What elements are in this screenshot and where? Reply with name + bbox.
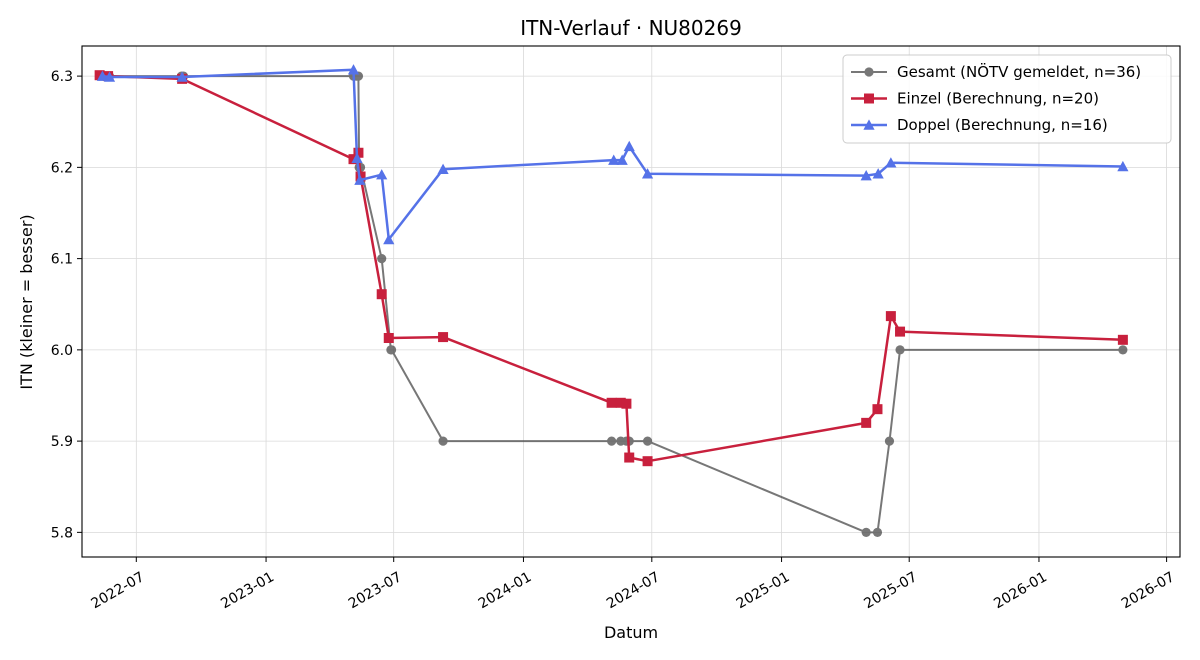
data-point: [895, 345, 905, 355]
data-point: [348, 154, 359, 165]
y-axis-title: ITN (kleiner = besser): [17, 214, 36, 389]
x-tick-label: 2023-07: [346, 569, 405, 612]
data-point: [884, 436, 895, 446]
data-point: [354, 174, 366, 185]
data-point: [861, 417, 872, 428]
legend-label: Doppel (Berechnung, n=16): [897, 116, 1108, 134]
data-point: [607, 436, 617, 446]
y-tick-label: 5.9: [51, 434, 73, 450]
data-point: [1117, 334, 1128, 345]
data-point: [860, 169, 872, 181]
data-point: [438, 332, 449, 343]
data-point: [376, 169, 388, 180]
data-point: [872, 168, 884, 179]
y-tick-label: 6.2: [51, 160, 73, 176]
data-point: [353, 147, 364, 158]
x-tick-label: 2026-01: [991, 569, 1050, 612]
data-point: [103, 71, 116, 82]
series-layer: [94, 64, 1129, 537]
data-point: [608, 154, 620, 165]
y-tick-label: 6.1: [51, 252, 73, 268]
legend-label: Einzel (Berechnung, n=20): [897, 90, 1099, 108]
data-point: [606, 397, 617, 408]
x-tick-label: 2026-07: [1119, 569, 1178, 612]
data-point: [1118, 345, 1128, 355]
chart-title: ITN-Verlauf · NU80269: [520, 16, 742, 40]
data-point: [624, 452, 635, 463]
data-point: [376, 289, 387, 300]
y-tick-label: 5.8: [51, 525, 73, 541]
data-point: [383, 233, 395, 245]
data-point: [642, 456, 653, 467]
data-point: [616, 154, 628, 165]
legend-item: [851, 119, 887, 130]
data-point: [1117, 160, 1129, 172]
x-tick-label: 2025-01: [734, 569, 793, 612]
data-point: [621, 398, 632, 409]
data-point: [885, 157, 897, 168]
plot-frame: [81, 45, 1181, 558]
data-point: [438, 436, 448, 446]
legend-marker: [864, 93, 874, 104]
data-point: [351, 152, 363, 163]
legend-marker: [863, 119, 875, 130]
data-point: [386, 345, 397, 355]
x-tick-label: 2023-01: [218, 569, 277, 612]
legend-box: [842, 54, 1172, 144]
data-point: [885, 311, 896, 322]
data-point: [872, 404, 883, 415]
data-point: [642, 436, 653, 446]
legend-label: Gesamt (NÖTV gemeldet, n=36): [897, 62, 1141, 81]
data-point: [641, 168, 654, 179]
y-tick-label: 6.3: [51, 69, 73, 85]
x-tick-label: 2024-07: [604, 569, 663, 612]
data-point: [895, 326, 906, 337]
y-tick-label: 6.0: [51, 343, 73, 359]
x-tick-label: 2025-07: [861, 569, 920, 612]
data-point: [872, 527, 883, 537]
data-point: [615, 397, 626, 408]
data-point: [437, 163, 449, 174]
data-point: [347, 64, 360, 75]
series-triangle: [96, 64, 1129, 245]
legend: Gesamt (NÖTV gemeldet, n=36) Einzel (Bere…: [842, 54, 1172, 144]
data-point: [96, 70, 109, 81]
data-point: [861, 527, 871, 537]
legend-item: [851, 93, 887, 104]
x-tick-label: 2022-07: [89, 569, 148, 612]
legend-item: [851, 67, 887, 77]
legend-marker: [864, 67, 874, 77]
data-point: [623, 140, 635, 152]
data-point: [176, 71, 188, 82]
data-point: [383, 333, 394, 343]
data-point: [94, 70, 105, 81]
data-point: [377, 254, 387, 264]
x-axis-title: Datum: [604, 623, 658, 642]
x-tick-label: 2024-01: [476, 569, 535, 612]
